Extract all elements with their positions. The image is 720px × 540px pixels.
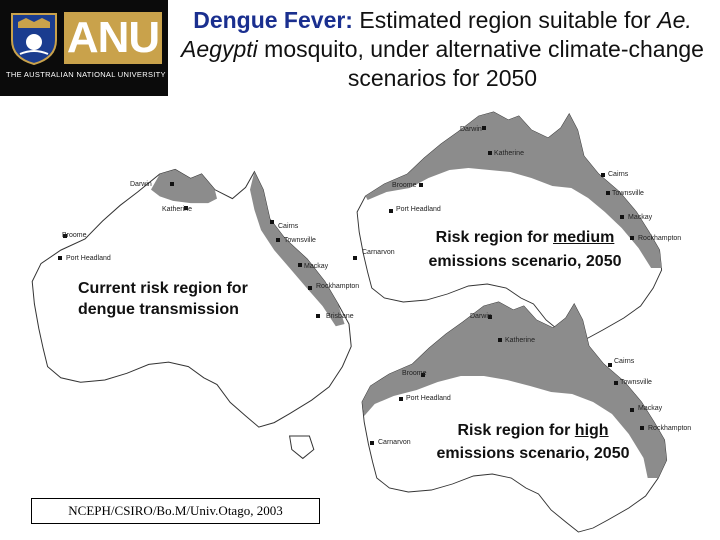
city-label: Broome (392, 182, 417, 189)
city-label: Mackay (304, 263, 329, 270)
city-marker (399, 397, 403, 401)
city-marker (482, 126, 486, 130)
title-text-1: Estimated region suitable for (352, 7, 658, 33)
city-label: Broome (62, 232, 87, 239)
city-marker (276, 238, 280, 242)
city-label: Brisbane (326, 313, 354, 320)
city-marker (58, 256, 62, 260)
city-marker (630, 236, 634, 240)
city-label: Mackay (638, 405, 663, 412)
anu-wordmark: ANU (64, 12, 162, 64)
city-marker (498, 338, 502, 342)
university-name: THE AUSTRALIAN NATIONAL UNIVERSITY (6, 70, 166, 79)
caption-high-suffix: emissions scenario, 2050 (436, 445, 630, 462)
slide-title: Dengue Fever: Estimated region suitable … (170, 6, 715, 93)
caption-current: Current risk region for dengue transmiss… (78, 280, 248, 318)
title-disease: Dengue Fever: (193, 7, 353, 33)
city-label: Rockhampton (316, 283, 359, 290)
title-text-2: mosquito, under alternative climate-chan… (257, 36, 704, 91)
city-label: Cairns (278, 223, 299, 230)
city-marker (308, 286, 312, 290)
map-high-cities: Darwin Katherine Cairns Broome Townsville Por… (370, 313, 691, 446)
city-marker (353, 256, 357, 260)
caption-medium-suffix: emissions scenario, 2050 (428, 253, 622, 270)
city-label: Port Headland (396, 206, 441, 213)
city-marker (601, 173, 605, 177)
maps-canvas: Darwin Katherine Cairns Broome Townsville Por… (31, 111, 691, 533)
anu-logo: ANU THE AUSTRALIAN NATIONAL UNIVERSITY (0, 0, 168, 96)
caption-high-prefix: Risk region for (457, 422, 575, 439)
city-label: Townsville (612, 190, 644, 197)
city-label: Rockhampton (638, 235, 681, 242)
city-marker (170, 182, 174, 186)
caption-high-emph: high (574, 422, 609, 439)
city-label: Cairns (614, 358, 635, 365)
city-label: Carnarvon (362, 249, 395, 256)
city-label: Mackay (628, 214, 653, 221)
city-label: Carnarvon (378, 439, 411, 446)
city-marker (620, 215, 624, 219)
slide-header: ANU THE AUSTRALIAN NATIONAL UNIVERSITY D… (0, 0, 720, 98)
city-marker (389, 209, 393, 213)
city-label: Port Headland (66, 255, 111, 262)
city-marker (184, 206, 188, 210)
city-marker (419, 183, 423, 187)
city-marker (298, 263, 302, 267)
city-marker (421, 373, 425, 377)
caption-medium-emph: medium (553, 229, 615, 246)
caption-medium-prefix: Risk region for (435, 229, 553, 246)
credit-box: NCEPH/CSIRO/Bo.M/Univ.Otago, 2003 (31, 498, 320, 524)
city-label: Broome (402, 370, 427, 377)
title-species: Ae. Aegypti (181, 7, 692, 62)
map-medium-cities: Darwin Katherine Cairns Broome Townsville Por… (353, 126, 681, 260)
city-marker (316, 314, 320, 318)
city-label: Darwin (470, 313, 492, 320)
city-label: Darwin (130, 181, 152, 188)
city-marker (370, 441, 374, 445)
caption-medium: Risk region for medium emissions scenario… (400, 226, 650, 274)
city-marker (606, 191, 610, 195)
crest-icon (11, 13, 57, 66)
map-current-cities: Darwin Katherine Cairns Broome Townsville Por… (58, 181, 359, 320)
city-label: Townsville (620, 379, 652, 386)
city-label: Katherine (505, 337, 535, 344)
city-marker (630, 408, 634, 412)
city-marker (640, 426, 644, 430)
caption-high: Risk region for high emissions scenario, … (408, 419, 658, 465)
city-label: Townsville (284, 237, 316, 244)
city-label: Port Headland (406, 395, 451, 402)
city-marker (608, 363, 612, 367)
city-marker (63, 234, 67, 238)
city-marker (270, 220, 274, 224)
anu-letters: ANU (66, 13, 160, 62)
city-label: Darwin (460, 126, 482, 133)
city-marker (488, 315, 492, 319)
city-marker (488, 151, 492, 155)
city-label: Rockhampton (648, 425, 691, 432)
city-label: Cairns (608, 171, 629, 178)
city-marker (614, 381, 618, 385)
city-label: Katherine (162, 206, 192, 213)
city-label: Katherine (494, 150, 524, 157)
